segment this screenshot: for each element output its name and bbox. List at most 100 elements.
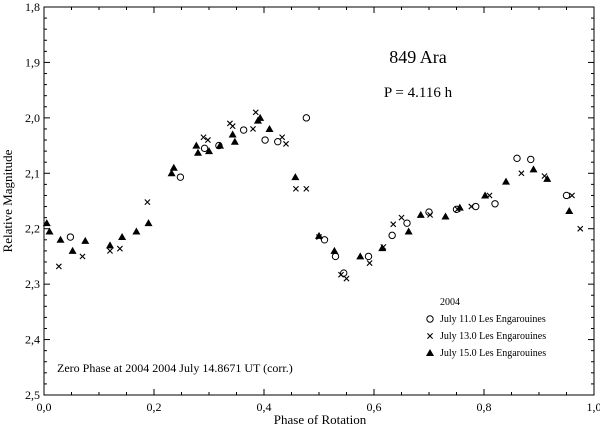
legend-marker-cross <box>427 333 433 339</box>
data-point-triangle <box>256 113 265 121</box>
data-point-cross <box>366 260 373 267</box>
data-point-circle <box>239 126 248 134</box>
data-point-triangle <box>315 231 323 239</box>
data-point-cross <box>229 123 236 130</box>
data-point-triangle <box>205 147 213 155</box>
data-point-circle <box>388 231 396 240</box>
data-point-triangle <box>529 165 538 173</box>
data-point-cross <box>292 185 299 192</box>
data-point-triangle <box>192 141 201 149</box>
data-point-cross <box>250 125 256 132</box>
data-point-cross <box>252 109 259 116</box>
data-point-circle <box>66 233 75 241</box>
data-point-triangle <box>356 252 365 260</box>
y-tick-label: 2,1 <box>25 166 40 180</box>
data-point-circle <box>562 191 571 200</box>
data-point-cross <box>55 263 62 270</box>
data-point-triangle <box>416 210 425 218</box>
data-point-triangle <box>543 174 552 182</box>
y-tick-label: 2,5 <box>25 388 40 402</box>
data-point-circle <box>200 144 209 153</box>
y-tick-label: 2,3 <box>25 277 40 291</box>
legend-items: July 11.0 Les Engarouines July 13.0 Les E… <box>426 314 546 359</box>
legend-marker-circle <box>426 315 434 323</box>
data-point-circle <box>403 219 411 227</box>
data-point-cross <box>427 211 434 218</box>
data-point-triangle <box>42 219 51 227</box>
y-axis-title: Relative Magnitude <box>0 149 15 252</box>
data-point-circle <box>491 200 499 208</box>
x-tick-label: 0,4 <box>257 400 272 414</box>
data-point-triangle <box>502 177 510 185</box>
y-tick-label: 1,8 <box>25 0 40 14</box>
series-triangle <box>42 113 574 260</box>
legend-marker-triangle <box>426 349 434 356</box>
data-point-cross <box>398 214 405 221</box>
data-point-triangle <box>106 241 114 249</box>
data-point-circle <box>364 252 373 261</box>
data-point-triangle <box>169 163 178 171</box>
y-tick-label: 2,4 <box>25 333 40 347</box>
data-point-triangle <box>118 233 127 241</box>
data-point-circle <box>302 114 311 122</box>
chart-subtitle: P = 4.116 h <box>384 85 453 101</box>
data-point-triangle <box>481 191 490 199</box>
y-tick-label: 2,0 <box>25 111 40 125</box>
data-point-circle <box>176 173 185 181</box>
data-point-circle <box>472 202 480 211</box>
legend: 2004 July 11.0 Les Engarouines July 13.0 … <box>426 297 546 359</box>
data-point-cross <box>390 221 397 228</box>
data-point-triangle <box>132 227 141 235</box>
data-point-triangle <box>404 227 413 235</box>
data-point-triangle <box>144 219 153 227</box>
data-point-circle <box>527 155 535 164</box>
data-point-cross <box>303 185 310 192</box>
data-point-triangle <box>378 244 387 252</box>
data-point-triangle <box>455 203 464 211</box>
data-point-triangle <box>330 246 339 254</box>
data-point-triangle <box>230 137 239 145</box>
data-point-cross <box>577 225 584 232</box>
data-point-triangle <box>81 236 90 244</box>
data-point-triangle <box>194 148 202 156</box>
data-point-triangle <box>441 212 450 220</box>
data-point-triangle <box>56 235 65 243</box>
data-points <box>42 109 584 282</box>
data-point-cross <box>116 245 123 252</box>
data-point-cross <box>343 275 350 282</box>
data-point-cross <box>279 134 286 141</box>
data-point-triangle <box>45 227 54 235</box>
data-point-triangle <box>291 173 300 181</box>
data-point-cross <box>79 253 86 260</box>
data-point-cross <box>107 247 113 254</box>
data-point-triangle <box>265 124 274 132</box>
data-point-triangle <box>565 206 574 214</box>
data-point-circle <box>274 137 282 146</box>
data-point-cross <box>468 203 475 210</box>
data-point-cross <box>144 199 151 206</box>
y-tick-label: 1,9 <box>25 55 40 69</box>
data-point-triangle <box>68 246 77 254</box>
x-tick-label: 0,8 <box>477 400 492 414</box>
data-point-circle <box>513 154 521 163</box>
legend-label: July 13.0 Les Engarouines <box>440 331 546 342</box>
axis-ticks: 0,0 0,2 0,4 0,6 0,8 1,0 1,8 1,9 2,0 2,1 2,2 2,3 2,4 2… <box>25 0 600 414</box>
x-tick-label: 1,0 <box>587 400 600 414</box>
data-point-triangle <box>216 141 224 149</box>
data-point-circle <box>261 136 269 144</box>
data-point-cross <box>283 140 289 147</box>
x-tick-label: 0,2 <box>147 400 162 414</box>
y-tick-label: 2,2 <box>25 222 40 236</box>
data-point-cross <box>338 271 344 278</box>
legend-label: July 11.0 Les Engarouines <box>440 314 546 325</box>
x-tick-label: 0,6 <box>367 400 382 414</box>
data-point-triangle <box>167 169 176 177</box>
zero-phase-annotation: Zero Phase at 2004 2004 July 14.8671 UT … <box>57 361 293 375</box>
x-tick-label: 0,0 <box>37 400 52 414</box>
data-point-cross <box>204 137 211 144</box>
legend-title: 2004 <box>440 297 460 308</box>
data-point-cross <box>569 192 575 199</box>
data-point-triangle <box>228 130 237 138</box>
